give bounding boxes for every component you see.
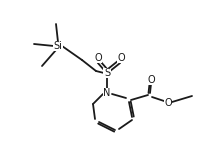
Text: S: S [104,68,110,78]
Text: O: O [164,98,172,108]
Text: Si: Si [54,41,62,51]
Text: N: N [103,88,111,98]
Text: O: O [94,53,102,63]
Text: O: O [147,75,155,85]
Text: O: O [117,53,125,63]
